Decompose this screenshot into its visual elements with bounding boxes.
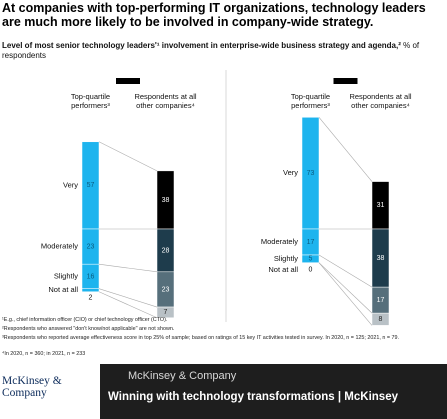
footnote: ⁴In 2020, n = 360; in 2021, n = 233 (2, 351, 86, 357)
title: At companies with top-performing IT orga… (2, 1, 426, 29)
value-label: 23 (87, 243, 95, 250)
logo: McKinsey & Company (2, 375, 62, 399)
value-label: 16 (87, 273, 95, 280)
series-label: Moderately (261, 237, 298, 246)
connector (98, 263, 158, 273)
value-label: 8 (379, 316, 383, 323)
column-header: Top-quartile performers³ (290, 92, 331, 110)
year-box (333, 78, 358, 84)
bar-segment (81, 288, 100, 292)
overlay-bar (100, 364, 447, 419)
bar-segment (156, 306, 175, 318)
connector (318, 117, 373, 182)
series-label: Not at all (48, 285, 78, 294)
year-box (116, 78, 140, 84)
footnote: ¹E.g., chief information officer (CIO) o… (2, 317, 168, 323)
value-label: 31 (377, 202, 385, 209)
bar-segment (371, 312, 390, 326)
headline[interactable]: Winning with technology transformations … (108, 391, 398, 403)
connector (98, 288, 158, 308)
value-label: 28 (162, 247, 170, 254)
column-header: Top-quartile performers³ (70, 92, 111, 110)
series-label: Very (283, 168, 298, 177)
connector (318, 262, 373, 326)
value-label: 5 (309, 256, 313, 263)
value-label: 23 (162, 286, 170, 293)
footnote: ²Respondents who answered "don't know/no… (2, 326, 175, 332)
subtitle-unit: % of respondents (2, 41, 420, 60)
value-label: 17 (307, 239, 315, 246)
subtitle: Level of most senior technology leaders'… (2, 41, 432, 61)
connector (98, 291, 158, 319)
series-label: Slightly (274, 254, 298, 263)
series-label: Moderately (41, 242, 78, 251)
logo-area (0, 364, 100, 419)
connector (318, 262, 373, 314)
subtitle-text: Level of most senior technology leaders'… (2, 41, 401, 50)
column-header: Respondents at all other companies⁴ (349, 92, 412, 110)
value-label: 38 (162, 197, 170, 204)
value-label: 0 (309, 267, 313, 274)
column-header: Respondents at all other companies⁴ (134, 92, 197, 110)
value-label: 17 (377, 297, 385, 304)
connector (318, 254, 373, 288)
series-label: Not at all (268, 265, 298, 274)
footnote: ³Respondents who reported average effect… (2, 335, 400, 341)
bar-segment (301, 254, 320, 263)
series-label: Slightly (54, 271, 78, 280)
value-label: 73 (307, 170, 315, 177)
value-label: 57 (87, 182, 95, 189)
value-label: 2 (89, 295, 93, 302)
series-label: Very (63, 180, 78, 189)
value-label: 7 (164, 309, 168, 316)
value-label: 38 (377, 255, 385, 262)
source: McKinsey & Company (128, 370, 237, 382)
connector (98, 141, 158, 172)
